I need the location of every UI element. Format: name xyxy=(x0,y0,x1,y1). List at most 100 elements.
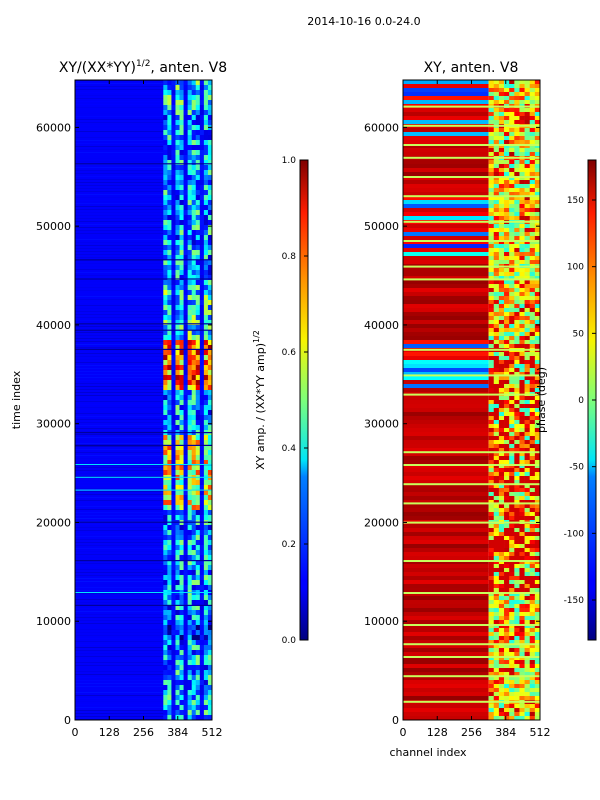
amplitude-cell xyxy=(179,335,184,341)
amplitude-cell xyxy=(195,255,201,261)
amplitude-row xyxy=(75,290,164,291)
phase-cell xyxy=(488,340,495,345)
amplitude-cell xyxy=(163,660,168,666)
phase-cell xyxy=(514,216,520,221)
phase-row xyxy=(403,100,489,105)
phase-cell xyxy=(498,412,505,417)
amplitude-cell xyxy=(163,580,168,586)
phase-cell xyxy=(488,540,495,545)
phase-cell xyxy=(509,648,515,653)
phase-cell xyxy=(504,260,510,265)
phase-cell xyxy=(534,620,540,625)
phase-cell xyxy=(534,148,540,153)
phase-cell xyxy=(519,492,525,497)
phase-cell xyxy=(514,500,520,505)
amplitude-cell xyxy=(167,385,172,391)
amplitude-cell xyxy=(171,265,176,271)
phase-row xyxy=(403,596,489,601)
phase-cell xyxy=(493,608,500,613)
phase-cell xyxy=(519,504,525,509)
phase-row xyxy=(403,536,489,541)
phase-cell xyxy=(498,144,505,149)
amplitude-cell xyxy=(183,595,188,601)
phase-cell xyxy=(524,260,531,265)
amplitude-cell xyxy=(167,315,172,321)
phase-cell xyxy=(524,404,531,409)
phase-cell xyxy=(504,380,510,385)
amplitude-cell xyxy=(171,200,176,206)
amplitude-cell xyxy=(163,375,168,381)
amplitude-cell xyxy=(163,400,168,406)
phase-cell xyxy=(488,112,495,117)
amplitude-cell xyxy=(191,175,197,181)
amplitude-cell xyxy=(207,560,212,566)
phase-cell xyxy=(514,456,520,461)
amplitude-cell xyxy=(171,680,176,686)
phase-cell xyxy=(524,80,531,85)
phase-cell xyxy=(529,444,536,449)
phase-cell xyxy=(529,200,536,205)
amplitude-cell xyxy=(207,195,212,201)
phase-cell xyxy=(529,188,536,193)
phase-colorbar-label: phase (deg) xyxy=(535,367,548,433)
amplitude-cell xyxy=(171,380,176,386)
phase-cell xyxy=(519,680,525,685)
phase-cell xyxy=(519,548,525,553)
phase-cell xyxy=(498,580,505,585)
amplitude-cell xyxy=(203,485,209,491)
phase-cell xyxy=(524,480,531,485)
amplitude-cell xyxy=(167,390,172,396)
amplitude-cell xyxy=(191,245,197,251)
amplitude-cell xyxy=(207,705,212,711)
phase-cell xyxy=(509,704,515,709)
phase-row xyxy=(403,716,489,720)
amplitude-cell xyxy=(191,90,197,96)
phase-cell xyxy=(509,684,515,689)
phase-cell xyxy=(529,560,536,565)
amplitude-row xyxy=(75,206,164,207)
amplitude-cell xyxy=(175,330,180,336)
amplitude-cell xyxy=(195,510,201,516)
phase-cell xyxy=(488,652,495,657)
amplitude-cell xyxy=(183,95,188,101)
phase-cell xyxy=(534,532,540,537)
amplitude-cell xyxy=(167,340,172,346)
amplitude-cell xyxy=(199,230,205,236)
phase-cell xyxy=(504,468,510,473)
phase-cell xyxy=(514,252,520,257)
amplitude-cell xyxy=(199,450,205,456)
amplitude-cell xyxy=(199,210,205,216)
phase-cell xyxy=(519,152,525,157)
amplitude-cell xyxy=(187,335,193,341)
phase-cell xyxy=(529,488,536,493)
amplitude-panel-title: XY/(XX*YY)1/2, anten. V8 xyxy=(59,59,227,76)
x-tick-label: 256 xyxy=(133,726,154,739)
colorbar-tick-label: 100 xyxy=(567,263,584,273)
phase-cell xyxy=(529,540,536,545)
amplitude-cell xyxy=(203,515,209,521)
phase-cell xyxy=(514,248,520,253)
amplitude-cell xyxy=(171,290,176,296)
amplitude-cell xyxy=(183,655,188,661)
amplitude-cell xyxy=(167,255,172,261)
amplitude-cell xyxy=(187,650,193,656)
amplitude-cell xyxy=(191,515,197,521)
phase-cell xyxy=(514,128,520,133)
phase-cell xyxy=(498,380,505,385)
amplitude-cell xyxy=(191,95,197,101)
phase-cell xyxy=(488,84,495,89)
amplitude-cell xyxy=(199,345,205,351)
amplitude-cell xyxy=(167,260,172,266)
amplitude-cell xyxy=(179,195,184,201)
amplitude-row xyxy=(75,104,164,105)
amplitude-cell xyxy=(163,195,168,201)
amplitude-cell xyxy=(203,365,209,371)
figure-suptitle: 2014-10-16 0.0-24.0 xyxy=(307,15,420,28)
phase-cell xyxy=(524,628,531,633)
phase-cell xyxy=(498,496,505,501)
amplitude-cell xyxy=(191,195,197,201)
amplitude-cell xyxy=(195,615,201,621)
amplitude-cell xyxy=(167,205,172,211)
phase-cell xyxy=(529,164,536,169)
phase-cell xyxy=(534,356,540,361)
